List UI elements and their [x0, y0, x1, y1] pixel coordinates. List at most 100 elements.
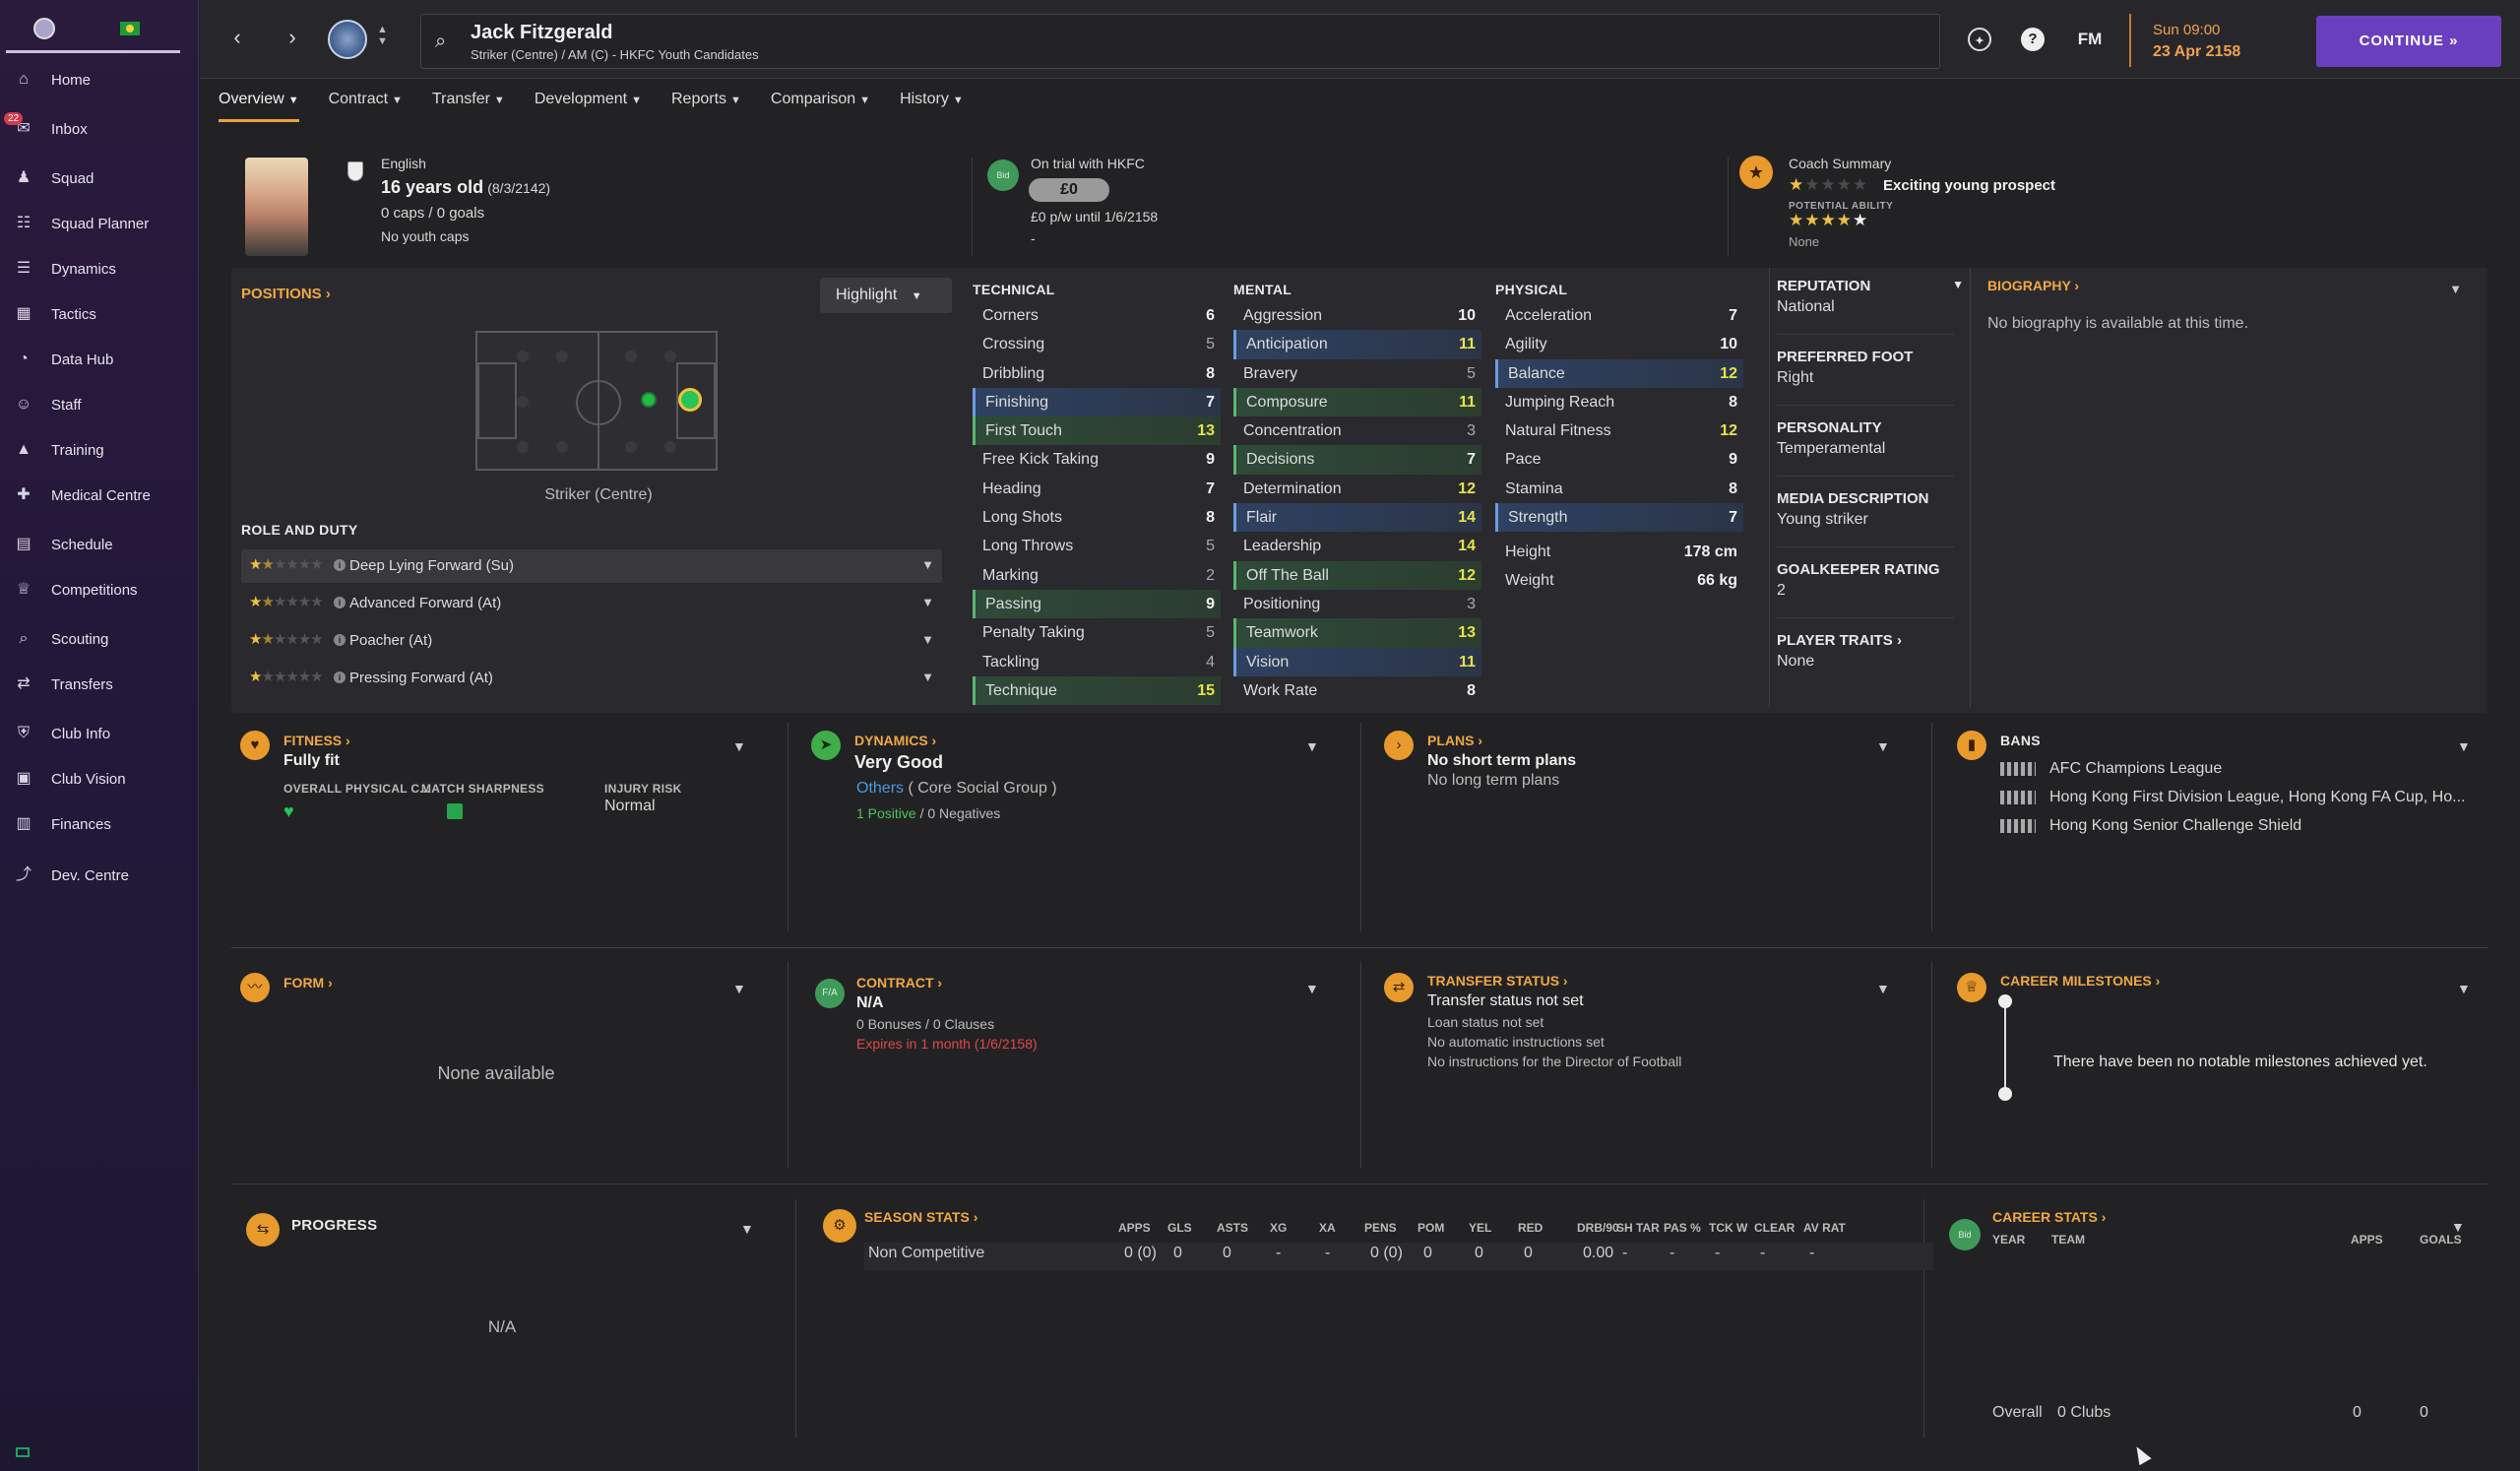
chevron-down-icon[interactable]: ▼: [740, 1221, 754, 1237]
team-header[interactable]: TEAM: [2051, 1233, 2085, 1247]
info-icon[interactable]: i: [334, 672, 346, 683]
ban-item[interactable]: Hong Kong First Division League, Hong Ko…: [2000, 783, 2465, 811]
attribute-bravery[interactable]: Bravery 5: [1233, 359, 1481, 388]
attribute-passing[interactable]: Passing 9: [973, 589, 1221, 619]
chevron-down-icon[interactable]: ▼: [1952, 278, 1964, 291]
position-st-c-dot[interactable]: [678, 388, 702, 412]
position-dot[interactable]: [625, 441, 637, 453]
stat-header-xg[interactable]: XG: [1270, 1221, 1288, 1235]
attribute-finishing[interactable]: Finishing 7: [973, 387, 1221, 417]
stat-header-apps[interactable]: APPS: [1118, 1221, 1151, 1235]
chevron-down-icon[interactable]: ▼: [1305, 738, 1319, 754]
attribute-marking[interactable]: Marking 2: [973, 561, 1221, 590]
chevron-down-icon[interactable]: ▼: [1305, 981, 1319, 996]
status-indicator-icon[interactable]: [16, 1447, 30, 1457]
sidebar-item-squad-planner[interactable]: ☷ Squad Planner: [0, 201, 197, 246]
chevron-down-icon[interactable]: ▼: [2457, 738, 2471, 754]
chevron-down-icon[interactable]: ▼: [2457, 981, 2471, 996]
sidebar-item-club-info[interactable]: ⛨ Club Info: [0, 711, 197, 756]
stat-header-asts[interactable]: ASTS: [1217, 1221, 1249, 1235]
stat-header-pas-[interactable]: PAS %: [1664, 1221, 1701, 1235]
position-dot[interactable]: [517, 441, 529, 453]
attribute-pace[interactable]: Pace 9: [1495, 445, 1743, 474]
stat-header-tck-w[interactable]: TCK W: [1709, 1221, 1748, 1235]
stat-header-clear[interactable]: CLEAR: [1754, 1221, 1796, 1235]
social-group-link[interactable]: Others: [856, 780, 905, 797]
stat-header-sh-tar[interactable]: SH TAR: [1616, 1221, 1660, 1235]
tab-comparison[interactable]: Comparison ▼: [771, 83, 870, 122]
sidebar-item-dev-centre[interactable]: ⤴ Dev. Centre: [0, 853, 197, 898]
table-row[interactable]: [864, 1243, 1933, 1270]
stat-header-yel[interactable]: YEL: [1469, 1221, 1492, 1235]
chevron-down-icon[interactable]: ▼: [921, 632, 934, 647]
back-arrow-icon[interactable]: ‹: [233, 25, 241, 49]
help-icon[interactable]: ?: [2021, 28, 2045, 51]
attribute-natural-fitness[interactable]: Natural Fitness 12: [1495, 416, 1743, 445]
stat-header-av-rat[interactable]: AV RAT: [1803, 1221, 1846, 1235]
attribute-corners[interactable]: Corners 6: [973, 301, 1221, 330]
tab-reports[interactable]: Reports ▼: [671, 83, 741, 122]
sidebar-item-transfers[interactable]: ⇄ Transfers: [0, 662, 197, 707]
attribute-leadership[interactable]: Leadership 14: [1233, 532, 1481, 560]
position-dot[interactable]: [556, 351, 568, 362]
player-traits-link[interactable]: PLAYER TRAITS ›: [1777, 632, 1902, 649]
attribute-vision[interactable]: Vision 11: [1233, 647, 1481, 676]
positions-title[interactable]: POSITIONS ›: [241, 286, 331, 302]
chevron-down-icon[interactable]: ▼: [732, 981, 746, 996]
england-flag-icon[interactable]: [347, 161, 363, 181]
sidebar-item-finances[interactable]: ▥ Finances: [0, 801, 197, 847]
info-icon[interactable]: i: [334, 634, 346, 646]
position-dot[interactable]: [517, 351, 529, 362]
goals-header[interactable]: GOALS: [2420, 1233, 2462, 1247]
sidebar-item-dynamics[interactable]: ☰ Dynamics: [0, 246, 197, 291]
career-stats-link[interactable]: CAREER STATS ›: [1992, 1209, 2107, 1225]
season-stats-link[interactable]: SEASON STATS ›: [864, 1209, 978, 1225]
position-dot[interactable]: [517, 396, 529, 408]
sidebar-item-club-vision[interactable]: ▣ Club Vision: [0, 756, 197, 801]
attribute-flair[interactable]: Flair 14: [1233, 503, 1481, 533]
attribute-anticipation[interactable]: Anticipation 11: [1233, 330, 1481, 359]
sidebar-item-medical-centre[interactable]: ✚ Medical Centre: [0, 473, 197, 518]
continue-button[interactable]: CONTINUE »: [2316, 16, 2501, 67]
position-dot[interactable]: [664, 441, 676, 453]
career-milestones-link[interactable]: CAREER MILESTONES ›: [2000, 973, 2161, 989]
sidebar-item-home[interactable]: ⌂ Home: [0, 57, 197, 102]
attribute-tackling[interactable]: Tackling 4: [973, 648, 1221, 676]
attribute-positioning[interactable]: Positioning 3: [1233, 590, 1481, 618]
globe-icon[interactable]: ✦: [1968, 28, 1991, 51]
attribute-crossing[interactable]: Crossing 5: [973, 330, 1221, 358]
sidebar-item-scouting[interactable]: ⌕ Scouting: [0, 616, 197, 662]
stat-header-drb-90[interactable]: DRB/90: [1577, 1221, 1619, 1235]
crest-updown-icon[interactable]: ▲ ▼: [377, 24, 388, 47]
role-row[interactable]: ★★★★★★ i Advanced Forward (At) ▼: [241, 587, 942, 620]
attribute-dribbling[interactable]: Dribbling 8: [973, 359, 1221, 388]
club-logo-icon[interactable]: [33, 18, 55, 39]
ban-item[interactable]: Hong Kong Senior Challenge Shield: [2000, 811, 2465, 840]
role-row[interactable]: ★★★★★★ i Poacher (At) ▼: [241, 624, 942, 658]
attribute-heading[interactable]: Heading 7: [973, 475, 1221, 503]
chevron-down-icon[interactable]: ▼: [732, 738, 746, 754]
chevron-down-icon[interactable]: ▼: [1876, 738, 1890, 754]
attribute-penalty-taking[interactable]: Penalty Taking 5: [973, 618, 1221, 647]
attribute-aggression[interactable]: Aggression 10: [1233, 301, 1481, 330]
chevron-down-icon[interactable]: ▼: [1876, 981, 1890, 996]
bid-icon[interactable]: Bid: [1949, 1219, 1981, 1250]
search-icon[interactable]: ⌕: [435, 31, 447, 52]
stat-header-red[interactable]: RED: [1518, 1221, 1544, 1235]
chevron-down-icon[interactable]: ▼: [921, 670, 934, 684]
year-header[interactable]: YEAR: [1992, 1233, 2026, 1247]
sidebar-item-squad[interactable]: ♟ Squad: [0, 156, 197, 201]
attribute-off-the-ball[interactable]: Off The Ball 12: [1233, 560, 1481, 590]
info-icon[interactable]: i: [334, 559, 346, 571]
forward-arrow-icon[interactable]: ›: [288, 25, 296, 49]
nationality[interactable]: English: [381, 156, 426, 171]
sidebar-item-training[interactable]: ▲ Training: [0, 427, 197, 473]
fitness-link[interactable]: FITNESS ›: [284, 733, 350, 748]
chevron-down-icon[interactable]: ▼: [921, 557, 934, 572]
tab-history[interactable]: History ▼: [900, 83, 964, 122]
attribute-long-shots[interactable]: Long Shots 8: [973, 503, 1221, 532]
chevron-down-icon[interactable]: ▼: [2449, 282, 2462, 296]
attribute-agility[interactable]: Agility 10: [1495, 330, 1743, 358]
biography-link[interactable]: BIOGRAPHY ›: [1987, 278, 2080, 293]
role-row[interactable]: ★★★★★★ i Deep Lying Forward (Su) ▼: [241, 549, 942, 583]
